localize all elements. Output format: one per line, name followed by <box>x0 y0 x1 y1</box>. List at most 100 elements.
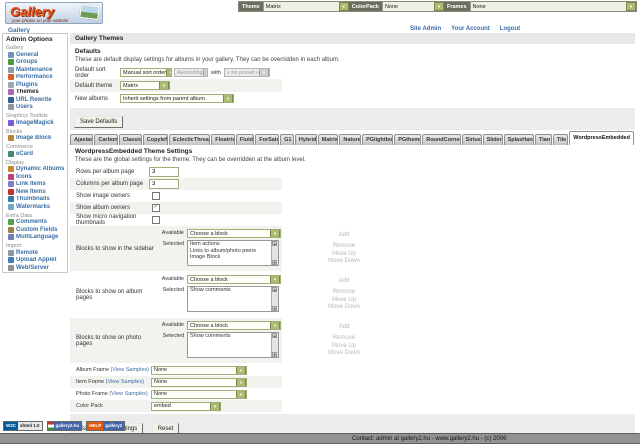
list-item[interactable]: Show comments <box>190 333 231 339</box>
move-up-button[interactable]: Move Up <box>331 296 356 303</box>
tab-matrix[interactable]: Matrix <box>317 134 339 145</box>
scrollbar[interactable] <box>271 333 278 357</box>
sidebar-item-comments[interactable]: Comments <box>8 219 66 227</box>
chevron-down-icon[interactable] <box>433 2 444 11</box>
sidebar-item-new-items[interactable]: New Items <box>8 188 66 196</box>
sort-order-select[interactable]: Manual sort order <box>120 68 172 77</box>
sidebar-item-url-rewrite[interactable]: URL Rewrite <box>8 96 66 104</box>
view-samples-link[interactable]: (View Samples) <box>109 391 148 397</box>
list-item[interactable]: Links to album/photo peers <box>190 247 257 254</box>
tab-hybrid[interactable]: Hybrid <box>294 134 317 145</box>
tab-eclecticthreads[interactable]: EclecticThreads <box>169 134 211 145</box>
chevron-down-icon[interactable] <box>270 276 280 283</box>
gallery2hu-badge[interactable]: gallery2.hu <box>46 421 83 431</box>
sidebar-item-thumbnails[interactable]: Thumbnails <box>8 196 66 204</box>
tab-forsale[interactable]: ForSale <box>255 134 280 145</box>
sidebar-item-custom-fields[interactable]: Custom Fields <box>8 226 66 234</box>
sidebar-item-image-block[interactable]: Image Block <box>8 135 66 143</box>
save-defaults-button[interactable]: Save Defaults <box>74 116 124 128</box>
view-samples-link[interactable]: (View Samples) <box>105 379 145 385</box>
move-up-button[interactable]: Move Up <box>331 250 356 257</box>
sidebar-item-plugins[interactable]: Plugins <box>8 81 66 89</box>
tab-floatrix[interactable]: Floatrix <box>211 134 235 145</box>
color-pack-select[interactable]: embed <box>151 401 221 411</box>
tab-carbon[interactable]: Carbon <box>94 134 118 145</box>
sidebar-item-groups[interactable]: Groups <box>8 59 66 67</box>
colorpack-select[interactable]: None <box>381 2 444 11</box>
chevron-down-icon[interactable] <box>626 2 636 11</box>
scrollbar[interactable] <box>271 287 278 311</box>
tab-ajaxian[interactable]: Ajaxian <box>70 134 94 145</box>
chevron-down-icon[interactable] <box>270 230 280 237</box>
site-admin-link[interactable]: Site Admin <box>410 26 442 32</box>
album-frame-select[interactable]: None <box>151 365 247 375</box>
tab-nature[interactable]: Nature <box>339 134 362 145</box>
tab-roundcorners[interactable]: RoundCorners <box>422 134 461 145</box>
tab-classic[interactable]: Classic <box>118 134 142 145</box>
tab-splashang[interactable]: SplasHang <box>503 134 535 145</box>
your-account-link[interactable]: Your Account <box>451 26 490 32</box>
sidebar-item-multilanguage[interactable]: MultiLanguage <box>8 234 66 242</box>
tab-fluid[interactable]: Fluid <box>235 134 255 145</box>
item-frame-select[interactable]: None <box>151 377 247 387</box>
chevron-down-icon[interactable] <box>210 402 220 410</box>
choose-block-select[interactable]: Choose a block <box>187 229 281 238</box>
gallery-logo[interactable]: Gallery your photos on your website <box>5 2 103 24</box>
tab-pgtheme[interactable]: PGtheme <box>394 134 422 145</box>
frames-select[interactable]: None <box>469 2 636 11</box>
view-samples-link[interactable]: (View Samples) <box>110 367 149 373</box>
choose-block-select[interactable]: Choose a block <box>187 275 281 284</box>
chevron-down-icon[interactable] <box>338 2 349 11</box>
tab-siriux[interactable]: Siriux <box>461 134 482 145</box>
scroll-down-icon[interactable] <box>272 260 277 265</box>
scroll-up-icon[interactable] <box>272 287 277 292</box>
breadcrumb-gallery-link[interactable]: Gallery <box>8 27 31 34</box>
show-album-owners-checkbox[interactable] <box>152 204 160 212</box>
remove-button[interactable]: Remove <box>332 243 356 249</box>
scroll-down-icon[interactable] <box>272 306 277 311</box>
rows-per-page-input[interactable] <box>149 167 179 177</box>
tab-g1[interactable]: G1 <box>280 134 294 145</box>
selected-blocks-listbox[interactable]: Item actions Links to album/photo peers … <box>187 240 279 266</box>
w3c-badge[interactable]: W3C xhtml 1.0 <box>3 421 43 431</box>
sidebar-item-upload-applet[interactable]: Upload Applet <box>8 257 66 265</box>
sidebar-item-watermarks[interactable]: Watermarks <box>8 203 66 211</box>
tab-copyleft[interactable]: Copyleft <box>142 134 169 145</box>
chevron-down-icon[interactable] <box>236 366 246 374</box>
sidebar-item-web-server[interactable]: Web/Server <box>8 264 66 272</box>
sidebar-item-general[interactable]: General <box>8 51 66 59</box>
add-button[interactable]: Add <box>338 324 350 330</box>
list-item[interactable]: Item actions <box>190 241 220 247</box>
show-image-owners-checkbox[interactable] <box>152 192 160 200</box>
show-micro-nav-checkbox[interactable] <box>152 216 160 224</box>
add-button[interactable]: Add <box>338 278 350 284</box>
chevron-down-icon[interactable] <box>223 95 233 102</box>
sidebar-item-performance[interactable]: Performance <box>8 74 66 82</box>
sidebar-item-imagemagick[interactable]: ImageMagick <box>8 119 66 127</box>
add-button[interactable]: Add <box>338 232 350 238</box>
tab-pglightbox[interactable]: PGlightbox <box>362 134 394 145</box>
move-down-button[interactable]: Move Down <box>328 304 360 310</box>
move-down-button[interactable]: Move Down <box>328 350 360 356</box>
sidebar-item-ecard[interactable]: eCard <box>8 150 66 158</box>
photo-frame-select[interactable]: None <box>151 389 247 399</box>
theme-select[interactable]: Matrix <box>262 2 349 11</box>
logout-link[interactable]: Logout <box>499 26 521 32</box>
move-up-button[interactable]: Move Up <box>331 342 356 349</box>
selected-blocks-listbox[interactable]: Show comments <box>187 332 279 358</box>
chevron-down-icon[interactable] <box>236 378 246 386</box>
sidebar-item-users[interactable]: Users <box>8 104 66 112</box>
chevron-down-icon[interactable] <box>270 322 280 329</box>
sidebar-item-remote[interactable]: Remote <box>8 249 66 257</box>
chevron-down-icon[interactable] <box>159 82 169 89</box>
tab-slider[interactable]: Slider <box>482 134 503 145</box>
sidebar-item-icons[interactable]: Icons <box>8 173 66 181</box>
columns-per-page-input[interactable] <box>149 179 179 189</box>
new-albums-select[interactable]: Inherit settings from parent album <box>120 94 234 103</box>
sidebar-item-dynamic-albums[interactable]: Dynamic Albums <box>8 166 66 174</box>
chevron-down-icon[interactable] <box>236 390 246 398</box>
scroll-down-icon[interactable] <box>272 352 277 357</box>
sidebar-item-maintenance[interactable]: Maintenance <box>8 66 66 74</box>
scroll-up-icon[interactable] <box>272 241 277 246</box>
sidebar-item-link-items[interactable]: Link Items <box>8 181 66 189</box>
